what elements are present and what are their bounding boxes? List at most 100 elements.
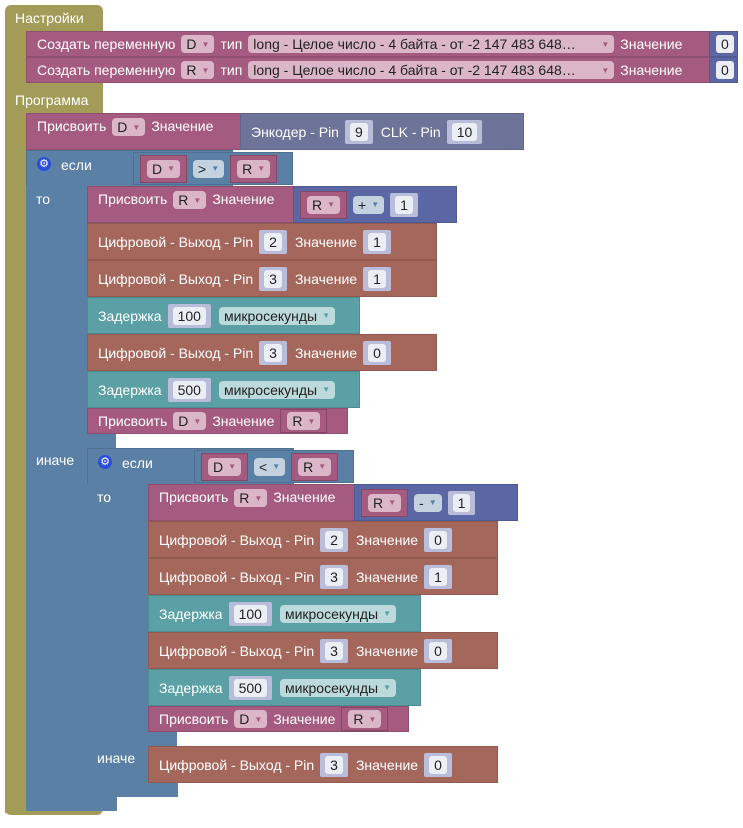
output-value-socket[interactable]: 1 [424,564,452,589]
compare-block[interactable]: D ▼ < ▼ R ▼ [194,450,354,483]
output-value[interactable]: 1 [368,269,386,288]
variable-dropdown[interactable]: R ▼ [348,710,382,728]
variable-dropdown[interactable]: R ▼ [298,457,332,476]
output-value[interactable]: 0 [429,530,447,549]
output-value-socket[interactable]: 0 [424,527,452,552]
pin-value-socket[interactable]: 2 [259,229,287,254]
delay-value[interactable]: 100 [172,306,206,325]
variable-getter-block[interactable]: D ▼ [201,452,249,481]
operand-value[interactable]: 1 [452,493,471,512]
digital-write-block[interactable]: Цифровой - Выход - Pin 2 Значение 0 [148,521,498,558]
assign-block[interactable]: Присвоить D ▼ Значение [26,113,241,150]
variable-dropdown[interactable]: R ▼ [307,195,341,214]
operator-dropdown[interactable]: > ▼ [193,159,225,178]
pin-value[interactable]: 3 [325,755,343,774]
output-value-socket[interactable]: 0 [363,340,391,365]
pin-value-socket[interactable]: 3 [259,340,287,365]
variable-dropdown[interactable]: R ▼ [234,489,268,507]
variable-dropdown[interactable]: D ▼ [208,457,242,476]
digital-write-block[interactable]: Цифровой - Выход - Pin 3 Значение 1 [87,260,437,297]
pin-value[interactable]: 2 [325,530,343,549]
digital-write-block[interactable]: Цифровой - Выход - Pin 2 Значение 1 [87,223,437,260]
output-value[interactable]: 1 [429,567,447,586]
delay-value-socket[interactable]: 500 [228,675,272,700]
variable-dropdown[interactable]: R ▼ [287,412,321,430]
delay-value-socket[interactable]: 100 [167,303,211,328]
delay-block[interactable]: Задержка 100 микросекунды ▼ [87,297,360,334]
variable-dropdown[interactable]: R ▼ [237,159,271,178]
create-variable-block[interactable]: Создать переменную R ▼ тип long - Целое числ… [26,57,710,83]
delay-block[interactable]: Задержка 500 микросекунды ▼ [148,669,421,706]
clk-value[interactable]: 10 [451,122,478,141]
unit-dropdown[interactable]: микросекунды ▼ [218,306,336,325]
gear-icon[interactable]: ⚙ [98,455,112,469]
operand-value[interactable]: 1 [395,195,413,214]
output-value[interactable]: 0 [368,343,386,362]
variable-getter-block[interactable]: R ▼ [230,154,278,183]
operand-value-socket[interactable]: 1 [390,192,418,217]
unit-dropdown[interactable]: микросекунды ▼ [279,678,397,697]
variable-dropdown[interactable]: D ▼ [234,710,268,728]
variable-getter-block[interactable]: R ▼ [300,190,348,219]
type-dropdown[interactable]: long - Целое число - 4 байта - от -2 147… [248,61,615,79]
assign-block[interactable]: Присвоить D ▼ Значение R ▼ [148,706,409,732]
pin-value[interactable]: 3 [264,343,282,362]
digital-write-block[interactable]: Цифровой - Выход - Pin 3 Значение 0 [87,334,437,371]
delay-value[interactable]: 500 [233,678,267,697]
variable-getter-block[interactable]: R ▼ [361,488,409,517]
output-value[interactable]: 0 [429,755,447,774]
delay-value-socket[interactable]: 100 [228,601,272,626]
operator-dropdown[interactable]: - ▼ [414,493,442,512]
delay-value[interactable]: 100 [233,604,267,623]
output-value-socket[interactable]: 1 [363,229,391,254]
variable-getter-block[interactable]: R ▼ [341,707,389,731]
assign-block[interactable]: Присвоить R ▼ Значение [87,186,294,223]
setup-block-header[interactable]: Настройки [5,5,103,31]
pin-value-socket[interactable]: 3 [259,266,287,291]
output-value[interactable]: 0 [429,641,447,660]
gear-icon[interactable]: ⚙ [37,157,51,171]
operator-dropdown[interactable]: + ▼ [353,195,385,214]
operator-dropdown[interactable]: < ▼ [254,457,286,476]
output-value-socket[interactable]: 0 [424,752,452,777]
clk-socket[interactable]: 10 [446,119,483,144]
assign-block[interactable]: Присвоить R ▼ Значение [148,484,355,521]
digital-write-block[interactable]: Цифровой - Выход - Pin 3 Значение 0 [148,746,498,783]
output-value-socket[interactable]: 1 [363,266,391,291]
unit-dropdown[interactable]: микросекунды ▼ [279,604,397,623]
variable-dropdown[interactable]: R ▼ [181,61,215,79]
digital-write-block[interactable]: Цифровой - Выход - Pin 3 Значение 0 [148,632,498,669]
pin-value-socket[interactable]: 2 [320,527,348,552]
assign-block[interactable]: Присвоить D ▼ Значение R ▼ [87,408,348,434]
pin-value[interactable]: 2 [264,232,282,251]
variable-dropdown[interactable]: R ▼ [173,191,207,209]
variable-getter-block[interactable]: R ▼ [280,409,328,433]
operand-value-socket[interactable]: 1 [447,490,476,515]
pin-value-socket[interactable]: 3 [320,564,348,589]
variable-dropdown[interactable]: D ▼ [112,118,146,136]
create-variable-block[interactable]: Создать переменную D ▼ тип long - Целое числ… [26,31,710,57]
delay-block[interactable]: Задержка 100 микросекунды ▼ [148,595,421,632]
math-block[interactable]: R ▼ - ▼ 1 [354,484,518,521]
math-block[interactable]: R ▼ + ▼ 1 [293,186,457,223]
type-dropdown[interactable]: long - Целое число - 4 байта - от -2 147… [248,35,615,53]
number-value[interactable]: 0 [716,61,734,79]
variable-dropdown[interactable]: R ▼ [368,493,402,512]
delay-value[interactable]: 500 [172,380,206,399]
pin-value-socket[interactable]: 3 [320,752,348,777]
pin-value[interactable]: 3 [325,641,343,660]
variable-dropdown[interactable]: D ▼ [147,159,181,178]
pin-value[interactable]: 3 [325,567,343,586]
pin-value-socket[interactable]: 3 [320,638,348,663]
pin-value[interactable]: 9 [349,122,368,141]
unit-dropdown[interactable]: микросекунды ▼ [218,380,336,399]
encoder-block[interactable]: Энкодер - Pin 9 CLK - Pin 10 [240,113,524,150]
number-block[interactable]: 0 [709,57,738,83]
program-block-header[interactable]: Программа [5,88,103,113]
digital-write-block[interactable]: Цифровой - Выход - Pin 3 Значение 1 [148,558,498,595]
number-block[interactable]: 0 [709,31,738,57]
variable-dropdown[interactable]: D ▼ [173,412,207,430]
delay-value-socket[interactable]: 500 [167,377,211,402]
pin-value[interactable]: 3 [264,269,282,288]
variable-getter-block[interactable]: R ▼ [291,452,339,481]
